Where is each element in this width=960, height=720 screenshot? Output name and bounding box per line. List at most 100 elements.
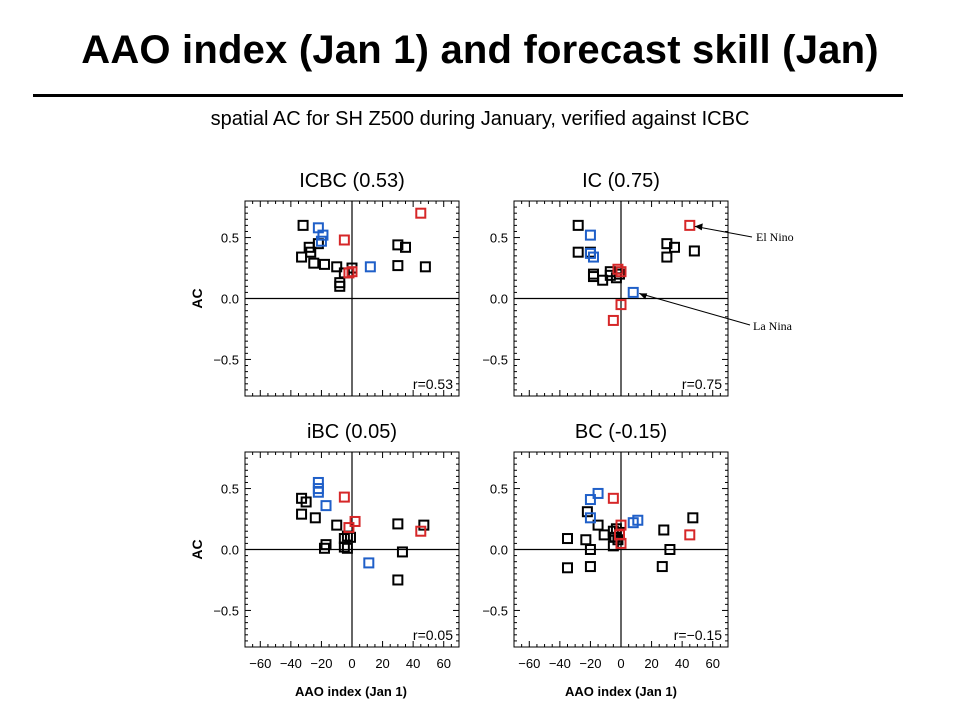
- neutral-marker: [392, 260, 404, 272]
- neutral-marker: [598, 529, 610, 541]
- x-tick-label: 40: [675, 656, 689, 671]
- neutral-marker: [562, 533, 573, 545]
- x-tick-label: −20: [310, 656, 332, 671]
- neutral-marker: [587, 268, 599, 280]
- la-nina-marker: [363, 557, 375, 569]
- el-nino-marker: [607, 314, 619, 326]
- la-nina-marker: [584, 512, 596, 524]
- el-nino-marker: [607, 492, 619, 504]
- el-nino-marker: [615, 537, 627, 549]
- el-nino-marker: [415, 525, 427, 537]
- el-nino-marker: [343, 267, 355, 279]
- el-nino-annotation: El Nino: [756, 230, 794, 244]
- y-tick-label: −0.5: [213, 603, 239, 618]
- correlation-label: r=0.05: [413, 627, 453, 643]
- la-nina-marker: [315, 235, 327, 247]
- la-nina-arrow: [639, 292, 751, 326]
- y-tick-label: 0.0: [221, 292, 239, 307]
- neutral-marker: [584, 544, 596, 555]
- x-tick-label: −40: [280, 656, 302, 671]
- x-tick-label: 60: [436, 656, 450, 671]
- neutral-marker: [331, 519, 343, 531]
- scatter-panel-ibc: −0.5 0.0 0.5 −60 −40 −20 0 20 40 60 AC r=0.05: [189, 451, 460, 671]
- neutral-marker: [396, 546, 408, 558]
- la-nina-marker: [627, 286, 639, 298]
- y-tick-label: −0.5: [213, 352, 239, 367]
- x-tick-label: −40: [549, 656, 571, 671]
- la-nina-marker: [364, 261, 376, 273]
- correlation-label: r=0.53: [413, 376, 453, 392]
- neutral-marker: [607, 540, 619, 552]
- x-tick-label: −60: [518, 656, 540, 671]
- el-nino-marker: [615, 299, 627, 311]
- panel-title-ic: IC (0.75): [582, 170, 660, 192]
- y-tick-label: 0.0: [490, 543, 508, 558]
- x-tick-label: 0: [617, 656, 624, 671]
- y-tick-label: 0.0: [490, 292, 508, 307]
- x-tick-label: 40: [406, 656, 420, 671]
- x-tick-label: 20: [644, 656, 658, 671]
- el-nino-marker: [615, 266, 627, 278]
- neutral-marker: [296, 508, 308, 520]
- neutral-marker: [584, 561, 596, 573]
- x-tick-label: 60: [705, 656, 719, 671]
- neutral-marker: [688, 245, 700, 257]
- x-axis-label-bc: AAO index (Jan 1): [565, 684, 677, 699]
- neutral-marker: [687, 512, 699, 524]
- slide-subtitle: spatial AC for SH Z500 during January, v…: [210, 108, 750, 130]
- neutral-marker: [572, 219, 584, 231]
- la-nina-marker: [317, 229, 329, 241]
- la-nina-marker: [587, 251, 599, 263]
- y-tick-label: 0.5: [490, 482, 508, 497]
- neutral-marker: [669, 241, 680, 253]
- y-tick-label: 0.0: [221, 543, 239, 558]
- el-nino-marker: [415, 207, 427, 219]
- el-nino-marker: [684, 529, 696, 541]
- neutral-marker: [661, 251, 673, 263]
- neutral-marker: [318, 258, 330, 270]
- title-divider: [33, 94, 903, 97]
- neutral-marker: [296, 251, 308, 263]
- neutral-marker: [664, 544, 676, 555]
- slide-title: AAO index (Jan 1) and forecast skill (Ja…: [81, 28, 879, 72]
- neutral-marker: [419, 261, 431, 273]
- neutral-marker: [308, 257, 320, 269]
- neutral-marker: [331, 261, 343, 273]
- neutral-marker: [400, 241, 411, 253]
- neutral-marker: [300, 496, 312, 508]
- neutral-marker: [297, 219, 309, 231]
- x-tick-label: 0: [348, 656, 355, 671]
- el-nino-marker: [338, 491, 350, 503]
- la-nina-marker: [584, 229, 596, 241]
- la-nina-annotation: La Nina: [753, 319, 792, 333]
- neutral-marker: [562, 562, 573, 574]
- y-tick-label: 0.5: [221, 482, 239, 497]
- la-nina-marker: [320, 500, 332, 512]
- neutral-marker: [581, 506, 593, 518]
- el-nino-marker: [612, 263, 624, 275]
- neutral-marker: [572, 246, 584, 258]
- neutral-marker: [418, 519, 430, 531]
- la-nina-marker: [312, 486, 324, 498]
- neutral-marker: [341, 542, 353, 554]
- scatter-panel-ic: −0.5 0.0 0.5 r=0.75: [482, 200, 753, 397]
- x-tick-label: −60: [249, 656, 271, 671]
- panel-title-icbc: ICBC (0.53): [299, 170, 405, 192]
- neutral-marker: [592, 519, 604, 531]
- y-axis-label: AC: [189, 539, 205, 559]
- el-nino-marker: [346, 266, 358, 278]
- x-tick-label: −20: [579, 656, 601, 671]
- la-nina-arrowhead: [639, 293, 648, 300]
- y-axis-label: AC: [189, 288, 205, 308]
- el-nino-marker: [349, 515, 361, 527]
- y-tick-label: −0.5: [482, 352, 508, 367]
- correlation-label: r=0.75: [682, 376, 722, 392]
- neutral-marker: [334, 280, 346, 292]
- la-nina-marker: [584, 494, 596, 506]
- y-tick-label: −0.5: [482, 603, 508, 618]
- y-tick-label: 0.5: [221, 231, 239, 246]
- neutral-marker: [392, 239, 404, 251]
- neutral-marker: [309, 512, 321, 524]
- panel-title-ibc: iBC (0.05): [306, 421, 398, 443]
